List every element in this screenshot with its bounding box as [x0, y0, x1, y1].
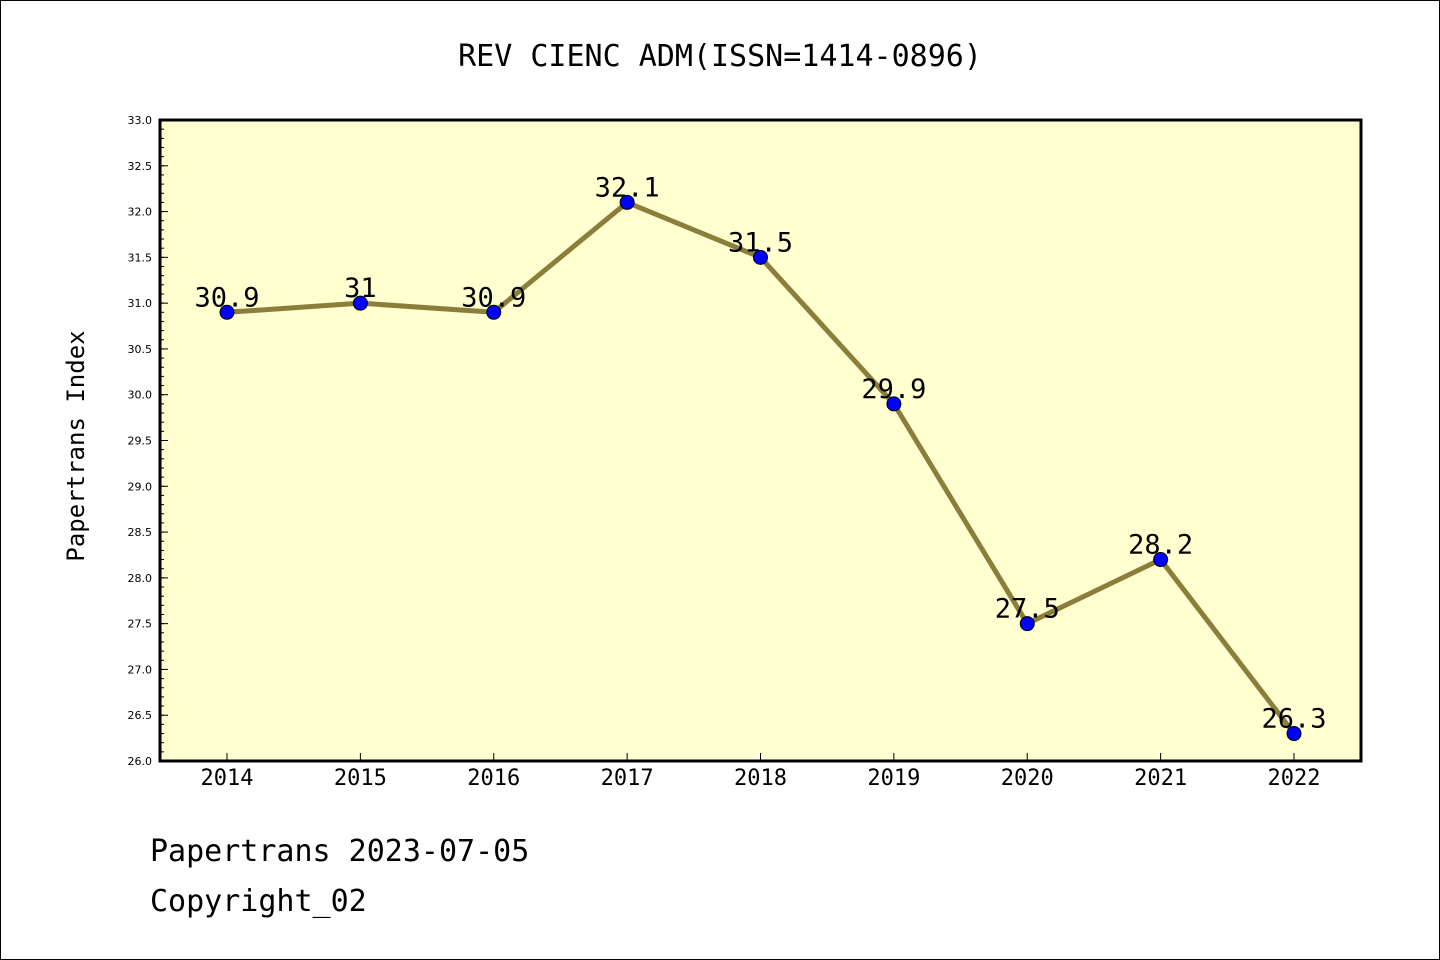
y-tick-label: 27.0 — [128, 663, 153, 676]
data-label: 31.5 — [728, 227, 793, 258]
data-point — [1286, 726, 1302, 742]
data-labels: 30.9 31 30.9 32.1 31.5 29.9 27.5 28.2 26.3 — [194, 172, 1326, 734]
y-tick-label: 28.0 — [128, 572, 153, 585]
y-tick-label: 33.0 — [128, 114, 153, 127]
y-tick-label: 30.0 — [128, 389, 153, 402]
data-label: 31 — [344, 273, 377, 304]
y-tick-label: 26.5 — [128, 709, 153, 722]
y-tick-label: 26.0 — [128, 755, 153, 768]
data-point — [753, 249, 768, 265]
data-label: 30.9 — [461, 282, 526, 313]
plot-area — [158, 118, 1363, 763]
y-tick-label: 28.5 — [128, 526, 153, 539]
data-label: 30.9 — [194, 282, 259, 313]
data-point — [886, 396, 902, 412]
y-tick-label: 32.0 — [128, 206, 153, 219]
y-axis-label: Papertrans Index — [62, 330, 90, 561]
y-tick-label: 29.0 — [128, 480, 153, 493]
x-axis-ticks: 2014 2015 2016 2017 2018 2019 2020 2021 2022 — [201, 753, 1321, 791]
footer-line-2: Copyright_02 — [150, 884, 367, 919]
chart-title: REV CIENC ADM(ISSN=1414-0896) — [458, 39, 982, 74]
data-point — [486, 304, 502, 320]
data-point — [219, 304, 235, 320]
y-tick-label: 27.5 — [128, 618, 153, 631]
data-label: 32.1 — [595, 172, 660, 203]
y-tick-label: 32.5 — [128, 160, 153, 173]
x-tick-label: 2022 — [1268, 766, 1321, 791]
y-tick-label: 31.5 — [128, 251, 153, 264]
x-tick-label: 2014 — [201, 766, 254, 791]
data-point — [352, 295, 368, 311]
data-point — [1019, 616, 1035, 632]
data-point — [619, 194, 635, 210]
y-axis-ticks: 26.0 26.5 27.0 27.5 28.0 28.5 29.0 29.5 30.0 30.5… — [128, 114, 168, 768]
data-markers — [219, 194, 1302, 742]
x-tick-label: 2017 — [601, 766, 654, 791]
x-tick-label: 2019 — [867, 766, 920, 791]
data-point — [1153, 552, 1169, 568]
data-label: 26.3 — [1261, 704, 1326, 735]
data-label: 28.2 — [1128, 530, 1193, 561]
x-tick-label: 2020 — [1001, 766, 1054, 791]
y-tick-label: 30.5 — [128, 343, 153, 356]
y-tick-label: 31.0 — [128, 297, 153, 310]
x-tick-label: 2021 — [1134, 766, 1187, 791]
x-tick-label: 2018 — [734, 766, 787, 791]
y-tick-label: 29.5 — [128, 435, 153, 448]
data-label: 29.9 — [861, 374, 926, 405]
x-tick-label: 2015 — [334, 766, 387, 791]
footer-line-1: Papertrans 2023-07-05 — [150, 834, 530, 869]
data-label: 27.5 — [995, 594, 1060, 625]
x-tick-label: 2016 — [467, 766, 520, 791]
